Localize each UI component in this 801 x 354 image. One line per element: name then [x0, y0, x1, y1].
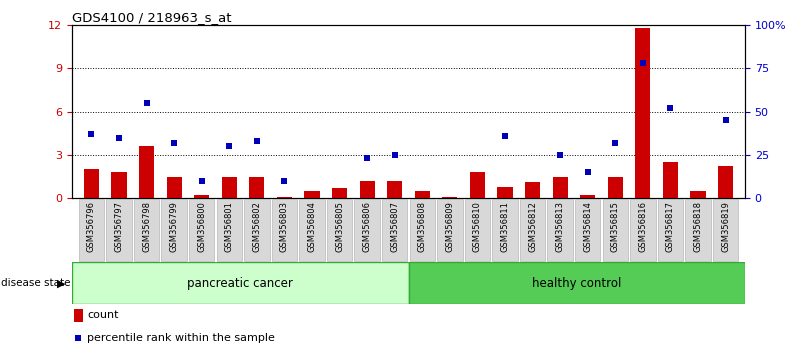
- Bar: [663, 162, 678, 198]
- Bar: [387, 181, 402, 198]
- FancyBboxPatch shape: [409, 199, 435, 261]
- FancyBboxPatch shape: [327, 199, 352, 261]
- Text: GSM356814: GSM356814: [583, 201, 592, 252]
- Text: GSM356806: GSM356806: [363, 201, 372, 252]
- FancyBboxPatch shape: [520, 199, 545, 261]
- Text: GSM356809: GSM356809: [445, 201, 454, 252]
- Text: GSM356808: GSM356808: [418, 201, 427, 252]
- Bar: [74, 309, 83, 322]
- FancyBboxPatch shape: [134, 199, 159, 261]
- FancyBboxPatch shape: [602, 199, 628, 261]
- Bar: [194, 195, 209, 198]
- FancyBboxPatch shape: [162, 199, 187, 261]
- Bar: [580, 195, 595, 198]
- Text: GDS4100 / 218963_s_at: GDS4100 / 218963_s_at: [72, 11, 231, 24]
- FancyBboxPatch shape: [713, 199, 739, 261]
- Bar: [332, 188, 347, 198]
- Bar: [635, 28, 650, 198]
- Bar: [470, 172, 485, 198]
- Text: GSM356805: GSM356805: [335, 201, 344, 252]
- FancyBboxPatch shape: [355, 199, 380, 261]
- Bar: [111, 172, 127, 198]
- Bar: [84, 169, 99, 198]
- Text: GSM356813: GSM356813: [556, 201, 565, 252]
- Bar: [167, 177, 182, 198]
- Bar: [360, 181, 375, 198]
- FancyBboxPatch shape: [630, 199, 655, 261]
- FancyBboxPatch shape: [548, 199, 573, 261]
- FancyBboxPatch shape: [78, 199, 104, 261]
- FancyBboxPatch shape: [272, 199, 297, 261]
- Bar: [277, 197, 292, 198]
- Text: GSM356804: GSM356804: [308, 201, 316, 252]
- Text: percentile rank within the sample: percentile rank within the sample: [87, 332, 276, 343]
- Text: GSM356819: GSM356819: [721, 201, 731, 252]
- Bar: [718, 166, 733, 198]
- FancyBboxPatch shape: [216, 199, 242, 261]
- Text: GSM356802: GSM356802: [252, 201, 261, 252]
- FancyBboxPatch shape: [437, 199, 462, 261]
- FancyBboxPatch shape: [686, 199, 710, 261]
- Text: GSM356800: GSM356800: [197, 201, 206, 252]
- Text: GSM356818: GSM356818: [694, 201, 702, 252]
- Bar: [249, 177, 264, 198]
- FancyBboxPatch shape: [658, 199, 683, 261]
- Bar: [72, 262, 409, 304]
- FancyBboxPatch shape: [575, 199, 601, 261]
- Text: GSM356798: GSM356798: [142, 201, 151, 252]
- FancyBboxPatch shape: [493, 199, 517, 261]
- FancyBboxPatch shape: [244, 199, 269, 261]
- Bar: [525, 182, 540, 198]
- Text: GSM356816: GSM356816: [638, 201, 647, 252]
- Text: GSM356803: GSM356803: [280, 201, 289, 252]
- Bar: [415, 191, 430, 198]
- Text: healthy control: healthy control: [532, 277, 622, 290]
- Text: count: count: [87, 310, 119, 320]
- Text: GSM356807: GSM356807: [390, 201, 399, 252]
- Bar: [304, 191, 320, 198]
- Text: GSM356811: GSM356811: [501, 201, 509, 252]
- FancyBboxPatch shape: [382, 199, 408, 261]
- Bar: [690, 191, 706, 198]
- Text: GSM356797: GSM356797: [115, 201, 123, 252]
- FancyBboxPatch shape: [465, 199, 490, 261]
- Text: disease state: disease state: [1, 278, 70, 288]
- Text: GSM356815: GSM356815: [611, 201, 620, 252]
- Text: GSM356812: GSM356812: [528, 201, 537, 252]
- FancyBboxPatch shape: [300, 199, 324, 261]
- Bar: [442, 197, 457, 198]
- Bar: [497, 187, 513, 198]
- Text: pancreatic cancer: pancreatic cancer: [187, 277, 293, 290]
- Text: GSM356817: GSM356817: [666, 201, 675, 252]
- Text: GSM356796: GSM356796: [87, 201, 96, 252]
- Text: GSM356799: GSM356799: [170, 201, 179, 252]
- Bar: [409, 262, 745, 304]
- Bar: [553, 177, 568, 198]
- Bar: [608, 177, 623, 198]
- Text: GSM356801: GSM356801: [225, 201, 234, 252]
- Text: ▶: ▶: [57, 278, 66, 288]
- Bar: [222, 177, 237, 198]
- FancyBboxPatch shape: [107, 199, 131, 261]
- FancyBboxPatch shape: [189, 199, 215, 261]
- Text: GSM356810: GSM356810: [473, 201, 482, 252]
- Bar: [139, 146, 154, 198]
